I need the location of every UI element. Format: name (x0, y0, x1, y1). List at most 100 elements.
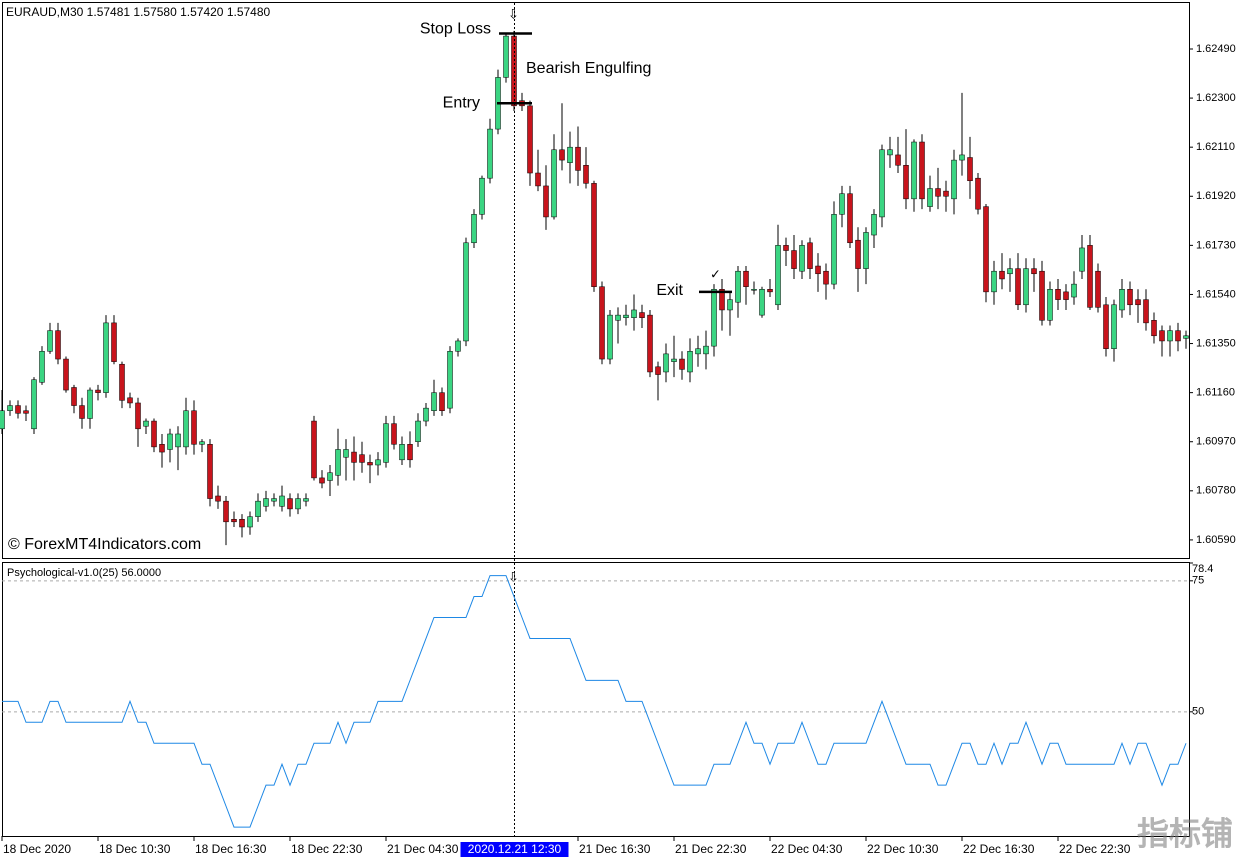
candle-body (591, 183, 597, 287)
candle-body (687, 351, 693, 373)
candle-body (1015, 268, 1021, 306)
candle-body (119, 363, 125, 401)
candle-body (71, 387, 77, 406)
candle-body (583, 165, 589, 184)
candle-body (711, 289, 717, 347)
candle-body (391, 423, 397, 445)
candle-body (623, 314, 629, 318)
annotation: Bearish Engulfing (526, 60, 651, 77)
candle-body (775, 245, 781, 306)
candle-body (1071, 283, 1077, 298)
candle-body (1127, 289, 1133, 306)
candle-body (167, 433, 173, 450)
candle-body (63, 358, 69, 391)
watermark: 指标铺 (1137, 815, 1233, 851)
candle-body (951, 159, 957, 200)
candle-body (471, 214, 477, 244)
candle-body (1135, 299, 1141, 306)
candle-body (735, 270, 741, 303)
indicator-title: Psychological-v1.0(25) 56.0000 (7, 567, 161, 579)
candle-body (575, 146, 581, 171)
candle-body (271, 498, 277, 502)
candle-body (239, 518, 245, 528)
candle-body (135, 402, 141, 430)
candle-body (975, 177, 981, 210)
candle-body (991, 270, 997, 293)
candle-body (431, 392, 437, 411)
crosshair-marker: ⇩ (508, 6, 519, 21)
indicator-line (2, 575, 1187, 828)
candle-body (831, 214, 837, 285)
y-tick-label: 1.60970 (1196, 436, 1236, 448)
candle-body (159, 444, 165, 453)
x-tick-label: 21 Dec 04:30 (387, 842, 459, 856)
candle-body (95, 389, 101, 393)
candle-body (863, 232, 869, 269)
candle-body (223, 500, 229, 523)
x-tick-label: 18 Dec 22:30 (291, 842, 363, 856)
candle-body (263, 498, 269, 507)
candle-body (1103, 304, 1109, 349)
candle-body (303, 498, 309, 502)
indicator-panel (2, 562, 1190, 837)
candle-body (39, 351, 45, 383)
y-tick-label: 1.61350 (1196, 337, 1236, 349)
x-tick-label: 18 Dec 16:30 (195, 842, 267, 856)
x-tick-label: 21 Dec 16:30 (579, 842, 651, 856)
candle-body (543, 185, 549, 218)
candle-body (335, 449, 341, 476)
candle-body (903, 165, 909, 200)
candle-body (823, 270, 829, 285)
y-tick-label: 1.62490 (1196, 43, 1236, 55)
candle-body (199, 441, 205, 445)
candle-body (47, 330, 53, 352)
candle-body (255, 500, 261, 517)
candle-body (727, 299, 733, 311)
candle-body (1087, 245, 1093, 308)
candle-body (327, 472, 333, 481)
candle-body (807, 242, 813, 269)
candle-body (447, 351, 453, 409)
x-tick-label: 21 Dec 22:30 (675, 842, 747, 856)
candle-body (1055, 289, 1061, 300)
x-tick-label: 22 Dec 10:30 (867, 842, 939, 856)
candle-body (551, 149, 557, 218)
y-tick-label: 1.62300 (1196, 92, 1236, 104)
candle-body (1063, 291, 1069, 300)
candle-body (231, 518, 237, 523)
candle-body (695, 348, 701, 355)
candle-body (1119, 289, 1125, 311)
candle-body (983, 206, 989, 293)
candle-body (55, 330, 61, 360)
chart-title: EURAUD,M30 1.57481 1.57580 1.57420 1.574… (6, 5, 271, 19)
crosshair-label-box (460, 842, 569, 857)
candle-body (175, 433, 181, 448)
price-panel (2, 2, 1190, 559)
candle-body (1175, 330, 1181, 342)
candle-body (87, 389, 93, 419)
candle-body (1007, 268, 1013, 275)
candle-body (679, 358, 685, 370)
candle-body (311, 420, 317, 479)
candle-body (791, 250, 797, 269)
candle-body (1039, 270, 1045, 321)
candle-body (879, 149, 885, 218)
candle-body (567, 146, 573, 163)
candle-body (295, 498, 301, 510)
candle-body (343, 449, 349, 458)
candle-body (15, 405, 21, 414)
candle-body (287, 498, 293, 510)
candle-body (559, 149, 565, 161)
candle-body (503, 35, 509, 78)
candle-body (1031, 268, 1037, 275)
candle-body (247, 516, 253, 528)
x-tick-label: 22 Dec 22:30 (1059, 842, 1131, 856)
candle-body (959, 154, 965, 161)
candle-body (487, 128, 493, 179)
crosshair-marker: ⇩ (508, 569, 519, 584)
level-label: Entry (443, 94, 480, 111)
candle-body (967, 157, 973, 182)
candle-body (143, 420, 149, 427)
